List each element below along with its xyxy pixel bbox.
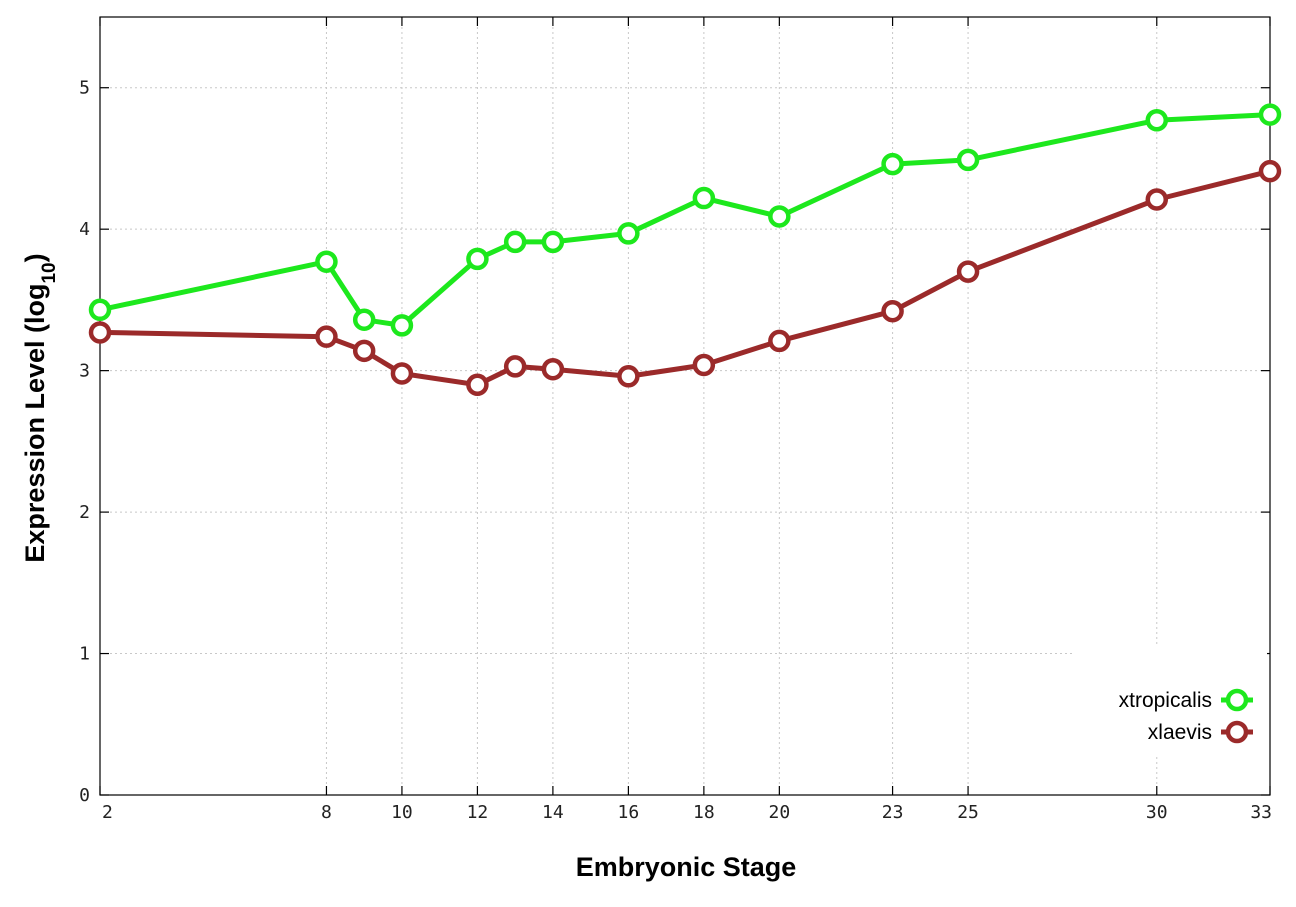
data-point (956, 260, 980, 283)
legend-label: xlaevis (1148, 721, 1212, 744)
y-tick-label: 2 (79, 502, 90, 523)
data-point (88, 298, 112, 322)
data-point (881, 152, 904, 176)
y-tick-label: 0 (79, 785, 90, 806)
data-point (768, 329, 791, 353)
data-point (692, 186, 716, 210)
data-point (466, 247, 489, 271)
legend-marker (1225, 720, 1249, 744)
x-tick-label: 8 (321, 802, 332, 823)
x-tick-label: 14 (542, 802, 564, 823)
data-point (352, 308, 376, 331)
x-tick-label: 10 (391, 802, 413, 823)
y-axis-title-close: ) (20, 253, 50, 262)
x-tick-label: 33 (1250, 802, 1272, 823)
y-tick-label: 1 (79, 644, 90, 665)
data-point (390, 314, 414, 337)
data-point (315, 325, 338, 348)
data-point (466, 373, 489, 397)
series-lines (88, 103, 1282, 397)
data-point (956, 148, 980, 172)
data-point (1145, 188, 1169, 211)
legend-marker (1225, 688, 1249, 712)
data-point (352, 339, 376, 363)
data-point (617, 365, 640, 388)
data-point (617, 222, 640, 245)
y-axis-title: Expression Level (log10) (20, 253, 60, 562)
series-xlaevis (88, 159, 1282, 397)
legend: xtropicalis xlaevis (1072, 646, 1267, 756)
y-axis-title-subscript: 10 (39, 262, 60, 283)
data-point (390, 362, 414, 385)
x-tick-label: 12 (467, 802, 489, 823)
data-point (881, 299, 904, 323)
series-line (99, 112, 1271, 328)
data-point (1145, 109, 1169, 132)
x-tick-label: 30 (1146, 802, 1168, 823)
plot-frame (99, 16, 1271, 796)
y-tick-label: 5 (79, 78, 90, 99)
x-tick-label: 16 (618, 802, 640, 823)
data-point (1258, 159, 1282, 183)
data-point (503, 355, 527, 378)
y-tick-label: 3 (79, 361, 90, 382)
series-line (99, 168, 1271, 388)
data-point (541, 230, 565, 254)
data-point (1258, 103, 1282, 126)
x-tick-label: 20 (769, 802, 791, 823)
legend-label: xtropicalis (1119, 689, 1212, 712)
data-point (88, 321, 112, 344)
x-tick-label: 2 (102, 802, 113, 823)
data-point (541, 357, 565, 381)
x-axis-title: Embryonic Stage (576, 852, 797, 882)
data-point (692, 353, 716, 377)
x-tick-label: 18 (693, 802, 715, 823)
y-tick-label: 4 (79, 219, 90, 240)
y-axis-title-main: Expression Level (log (20, 284, 50, 563)
series-xtropicalis (88, 103, 1282, 337)
data-point (768, 205, 791, 228)
data-point (503, 230, 527, 254)
x-tick-label: 25 (957, 802, 979, 823)
x-tick-label: 23 (882, 802, 904, 823)
data-point (315, 250, 338, 273)
